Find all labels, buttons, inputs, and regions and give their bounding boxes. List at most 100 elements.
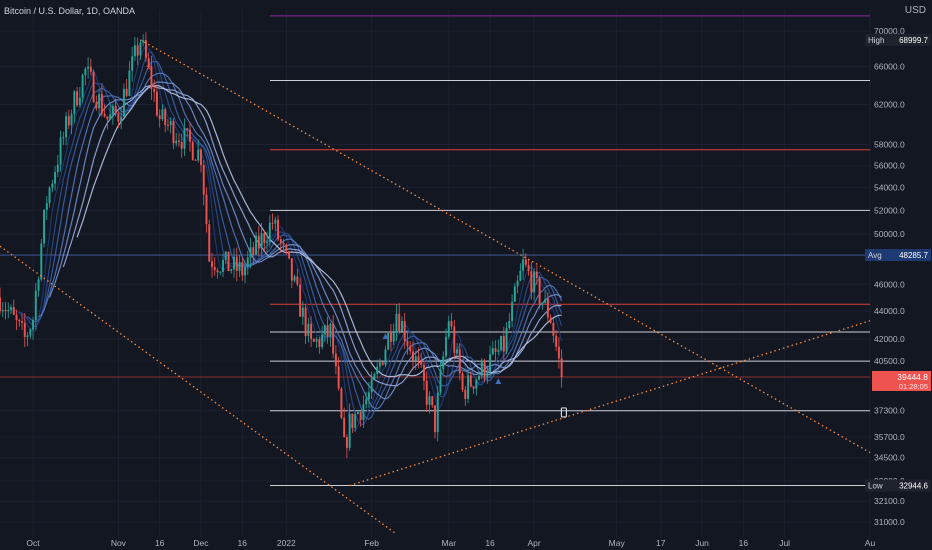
candle-body (403, 321, 406, 341)
candle-body (62, 137, 65, 139)
currency-selector[interactable]: USD (905, 5, 926, 16)
candle-body (323, 325, 326, 335)
y-tick-label: 37300.0 (874, 406, 905, 416)
candle-body (447, 321, 450, 337)
candle-body (472, 386, 475, 389)
candle-body (279, 239, 282, 243)
avg-tag-value: 48285.7 (899, 251, 928, 260)
x-tick-label: Nov (111, 538, 127, 548)
candle-body (530, 271, 533, 293)
candle-body (109, 114, 112, 120)
candle-body (384, 349, 387, 365)
candle-body (494, 348, 497, 352)
low-tag-label: Low (868, 482, 883, 491)
candle-body (70, 113, 73, 126)
candle-body (125, 88, 128, 96)
candle-body (277, 219, 280, 240)
candle-body (56, 164, 59, 173)
candle-body (142, 40, 145, 43)
horizontal-levels (0, 15, 870, 487)
candle-body (299, 284, 302, 317)
candle-body (414, 356, 417, 361)
candle-body (326, 325, 329, 337)
candle-body (166, 124, 169, 126)
candle-body (230, 269, 233, 272)
candle-body (15, 314, 18, 320)
candle-body (21, 321, 23, 324)
ma-line (62, 85, 562, 387)
trendline (349, 320, 871, 487)
candle-body (81, 75, 84, 98)
candle-body (54, 172, 57, 184)
candle-body (439, 369, 442, 393)
candle-body (18, 319, 21, 322)
candle-body (7, 309, 10, 312)
candle-body (428, 396, 431, 405)
candle-body (423, 364, 425, 381)
candle-body (458, 349, 461, 374)
candle-body (274, 219, 277, 224)
candle-body (32, 319, 35, 330)
candle-body (387, 332, 390, 350)
candle-body (98, 94, 101, 109)
trendline (0, 245, 397, 535)
candle-body (45, 203, 48, 210)
candle-body (128, 70, 131, 96)
candle-body (111, 105, 114, 115)
time-axis[interactable]: Oct Nov 16 Dec 16 2022 Feb Mar 16 Apr May 17 Jun 16 Ju… (26, 538, 875, 548)
candle-body (546, 298, 549, 318)
candle-body (398, 313, 401, 332)
candle-body (59, 137, 62, 165)
candle-body (359, 412, 362, 420)
candle-body (318, 339, 321, 347)
candle-body (238, 262, 241, 271)
y-tick-label: 56000.0 (874, 161, 905, 171)
candle-body (511, 301, 514, 322)
candle-body (442, 356, 445, 370)
candle-body (555, 335, 558, 347)
candle-body (144, 40, 147, 59)
candle-body (456, 349, 458, 354)
y-tick-label: 66000.0 (874, 62, 905, 72)
candle-body (489, 354, 492, 373)
avg-tag-label: Avg (868, 251, 882, 260)
candle-body (464, 389, 467, 399)
candle-body (367, 392, 370, 400)
candle-body (450, 321, 453, 327)
candle-body (211, 261, 213, 268)
last-price-value: 39444.8 (897, 372, 928, 382)
price-axis[interactable]: 70000.0 66000.0 62000.0 58000.0 56000.0 54000… (874, 26, 905, 527)
candle-body (312, 338, 315, 342)
y-tick-label: 42000.0 (874, 334, 905, 344)
x-tick-label: May (609, 538, 626, 548)
candle-body (321, 334, 324, 347)
currency-label: USD (904, 5, 926, 16)
trendline (140, 39, 871, 454)
y-tick-label: 50000.0 (874, 229, 905, 239)
candle-body (191, 141, 194, 160)
candle-body (100, 94, 103, 114)
candle-body (37, 279, 40, 291)
candle-body (95, 102, 98, 109)
candle-body (486, 372, 489, 378)
candle-body (337, 366, 340, 389)
candle-body (467, 375, 470, 399)
y-tick-label: 62000.0 (874, 99, 905, 109)
high-tag-value: 68999.7 (899, 36, 928, 45)
x-tick-label: Apr (527, 538, 540, 548)
candle-body (106, 116, 109, 120)
candle-body (246, 257, 249, 267)
candle-body (420, 359, 423, 365)
candle-body (260, 233, 263, 249)
candle-body (478, 375, 481, 380)
candle-body (189, 129, 191, 142)
ma-line (38, 72, 563, 410)
low-tag-bg (865, 479, 931, 492)
candle-body (508, 321, 511, 329)
candle-body (268, 222, 271, 242)
candle-body (263, 233, 266, 244)
trendlines[interactable] (0, 39, 871, 535)
candle-body (103, 113, 106, 117)
candle-body (301, 307, 304, 317)
